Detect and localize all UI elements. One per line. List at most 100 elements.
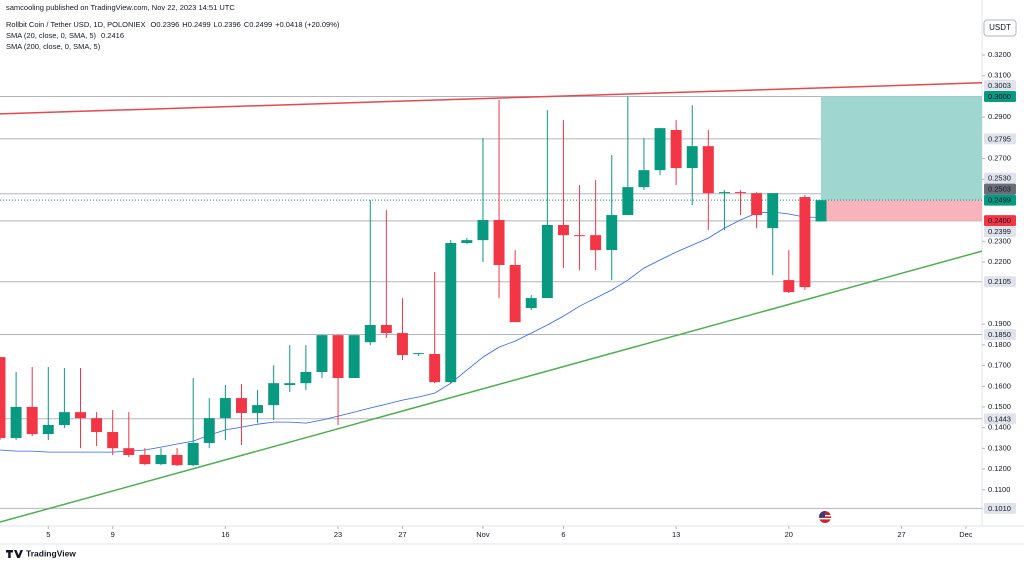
- candle-body: [58, 412, 70, 425]
- candle-body: [622, 187, 634, 216]
- trend-line: [0, 250, 982, 523]
- candle-body: [236, 398, 247, 413]
- y-tick-label: 0.1300: [988, 443, 1011, 452]
- candle-body: [252, 405, 264, 413]
- price-label: 0.2499: [988, 196, 1011, 205]
- candle-body: [284, 383, 296, 386]
- candle-body: [380, 324, 392, 334]
- y-tick-label: 0.3200: [988, 50, 1011, 59]
- ohlc-key: O: [151, 20, 157, 29]
- price-label-box: [984, 226, 1016, 238]
- currency[interactable]: USDT: [989, 23, 1011, 32]
- x-tick-label: 9: [111, 530, 115, 539]
- candle-body: [364, 324, 376, 343]
- price-label-box: [984, 194, 1016, 206]
- candle-body: [477, 220, 489, 241]
- candle-body: [541, 225, 553, 299]
- price-label: 0.1010: [988, 504, 1011, 513]
- candle-body: [171, 454, 183, 466]
- symbol-title: Rollbit Coin / Tether USD, 1D, POLONIEX: [6, 20, 146, 29]
- y-tick-label: 0.1200: [988, 464, 1011, 473]
- ohlc-key: C: [244, 20, 250, 29]
- candle-body: [670, 129, 682, 169]
- price-label-box: [984, 183, 1016, 195]
- tradingview-logo[interactable]: [6, 550, 23, 558]
- ohlc-value: 0.2396: [218, 20, 241, 29]
- price-label-box: [984, 133, 1016, 145]
- position-stop: [821, 200, 982, 221]
- candle-body: [590, 235, 602, 251]
- x-tick-label: Nov: [476, 530, 490, 539]
- candle-body: [155, 454, 167, 465]
- price-label: 0.2400: [988, 216, 1011, 225]
- candle-body: [316, 335, 328, 372]
- price-label-box: [984, 413, 1016, 425]
- y-tick-label: 0.3100: [988, 71, 1011, 80]
- candle-body: [42, 424, 54, 435]
- indicator-name: SMA (20, close, 0, SMA, 5): [6, 31, 97, 40]
- candle-body: [702, 146, 714, 194]
- y-tick-label: 0.1600: [988, 381, 1011, 390]
- indicator-value: 0.2416: [101, 31, 124, 40]
- candle-body: [348, 335, 360, 378]
- y-tick-label: 0.1400: [988, 423, 1011, 432]
- candle-body: [461, 240, 473, 244]
- price-label: 0.2530: [988, 174, 1011, 183]
- price-label: 0.3000: [988, 92, 1011, 101]
- price-label: 0.1850: [988, 330, 1011, 339]
- x-tick-label: 13: [672, 530, 680, 539]
- price-label: 0.2105: [988, 277, 1011, 286]
- candle-body: [0, 357, 6, 439]
- candle-body: [429, 353, 441, 383]
- ohlc-value: 0.2499: [249, 20, 272, 29]
- candle-body: [493, 220, 505, 265]
- candle-body: [718, 192, 730, 194]
- y-tick-label: 0.1700: [988, 361, 1011, 370]
- x-tick-label: 27: [897, 530, 905, 539]
- price-label: 0.1443: [988, 414, 1011, 423]
- candle-body: [557, 225, 569, 236]
- price-label: 0.3003: [988, 81, 1011, 90]
- change: +0.0418 (+20.09%): [275, 20, 340, 29]
- candle-body: [91, 418, 103, 433]
- ohlc-key: H: [182, 20, 187, 29]
- candle-body: [735, 192, 746, 194]
- ohlc-value: 0.2499: [188, 20, 211, 29]
- candle-body: [268, 383, 280, 406]
- footer-brand[interactable]: TradingView: [26, 548, 76, 558]
- candle-body: [686, 146, 698, 169]
- candle-body: [10, 406, 22, 439]
- y-tick-label: 0.1100: [988, 485, 1010, 494]
- y-tick-label: 0.2200: [988, 257, 1011, 266]
- price-label-box: [984, 79, 1016, 91]
- price-label-box: [984, 172, 1016, 184]
- candle-body: [123, 448, 135, 455]
- currency-box[interactable]: [983, 19, 1017, 37]
- flag-icon: [819, 511, 831, 523]
- y-tick-label: 0.2900: [988, 112, 1011, 121]
- overlay: samcooling published on TradingView.com,…: [6, 3, 1017, 558]
- x-tick-label: 20: [785, 530, 793, 539]
- x-tick-label: 27: [398, 530, 406, 539]
- y-tick-label: 0.1500: [988, 402, 1011, 411]
- candle-body: [751, 193, 763, 216]
- publish-header: samcooling published on TradingView.com,…: [6, 3, 235, 12]
- candle-body: [815, 200, 827, 222]
- trend-line: [0, 82, 982, 115]
- x-tick-label: Dec: [959, 530, 973, 539]
- candle-body: [783, 280, 795, 293]
- price-label-box: [984, 215, 1016, 227]
- candle-body: [445, 243, 457, 383]
- candle-body: [606, 215, 618, 251]
- candle-body: [75, 412, 86, 419]
- y-tick-label: 0.2300: [988, 236, 1011, 245]
- plot-area: [0, 82, 982, 523]
- candle-body: [203, 418, 215, 443]
- candle-body: [219, 398, 231, 419]
- candle-body: [574, 235, 586, 237]
- ohlc-value: 0.2396: [156, 20, 179, 29]
- candle-body: [139, 454, 151, 465]
- candle-body: [187, 442, 199, 466]
